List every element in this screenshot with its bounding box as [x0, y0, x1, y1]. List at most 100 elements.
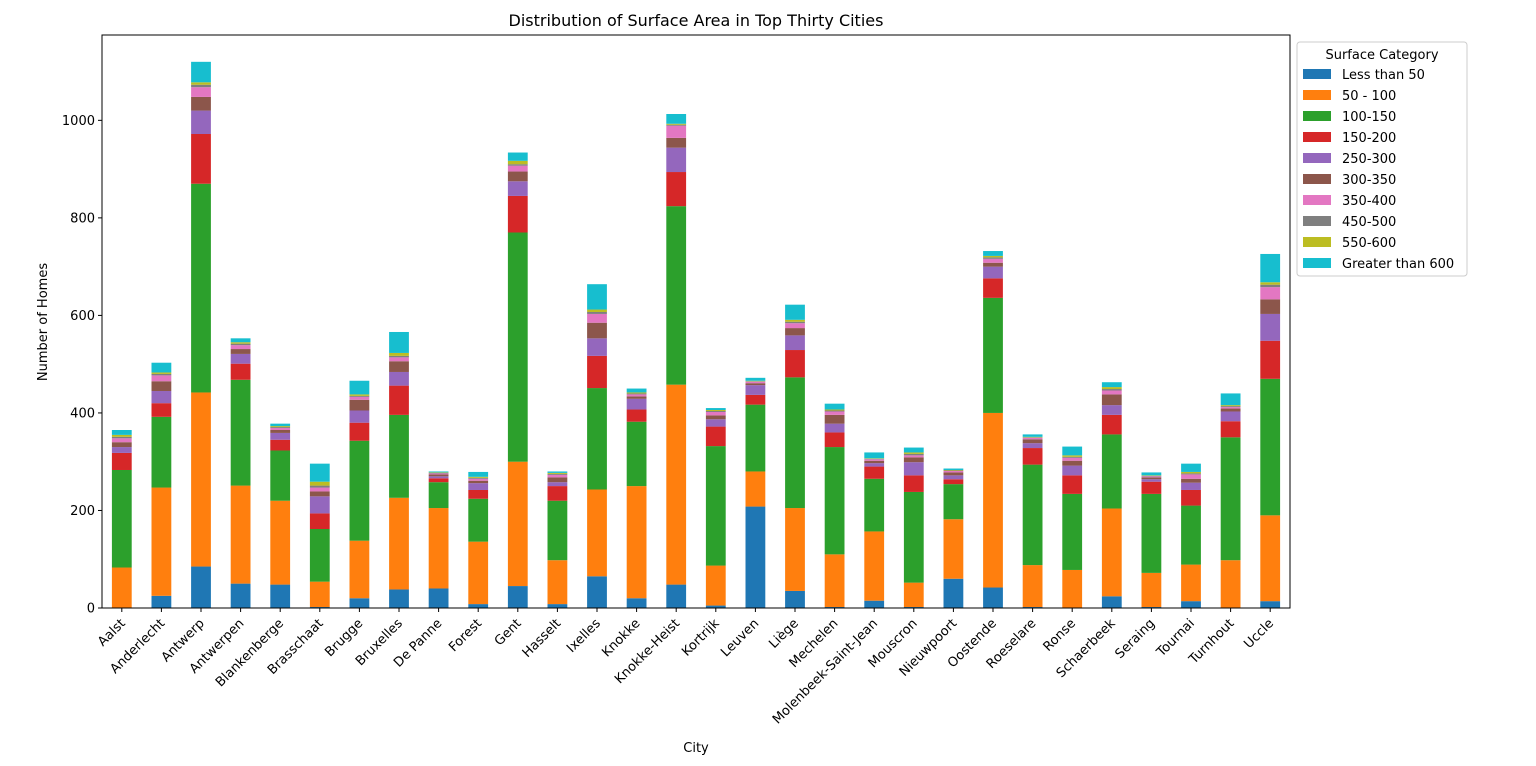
- bar-segment-li-ge-550-600: [785, 320, 805, 322]
- bar-segment-antwerpen-450-500: [231, 344, 251, 345]
- bar-segment-uccle-50-100: [1260, 515, 1280, 601]
- y-tick-label: 800: [70, 211, 95, 226]
- bar-stack-turnhout: [1221, 393, 1241, 608]
- bar-segment-mechelen-300-350: [825, 415, 845, 424]
- bar-segment-molenbeek-saint-jean-350-400: [864, 459, 884, 460]
- bar-stack-forest: [468, 472, 488, 608]
- bar-segment-tournai-250-300: [1181, 483, 1201, 490]
- bar-segment-turnhout-450-500: [1221, 406, 1241, 407]
- bar-segment-antwerpen-150-200: [231, 364, 251, 380]
- bar-segment-antwerpen-100-150: [231, 380, 251, 486]
- bar-segment-gent-350-400: [508, 166, 528, 172]
- bar-segment-li-ge-greater-than-600: [785, 305, 805, 320]
- bar-segment-schaerbeek-450-500: [1102, 389, 1122, 390]
- y-tick-label: 0: [87, 602, 95, 617]
- bar-segment-roeselare-greater-than-600: [1023, 434, 1043, 436]
- bar-segment-uccle-150-200: [1260, 341, 1280, 379]
- bar-segment-knokke-heist-50-100: [666, 385, 686, 585]
- bar-segment-antwerp-550-600: [191, 82, 211, 84]
- bar-segment-mechelen-550-600: [825, 410, 845, 411]
- bar-segment-brugge-450-500: [350, 396, 370, 397]
- bar-segment-ixelles-150-200: [587, 356, 607, 388]
- bar-segment-turnhout-greater-than-600: [1221, 393, 1241, 405]
- bar-stack-anderlecht: [152, 363, 172, 608]
- bar-segment-schaerbeek-550-600: [1102, 387, 1122, 389]
- bar-segment-seraing-100-150: [1142, 494, 1162, 573]
- bar-segment-uccle-greater-than-600: [1260, 254, 1280, 282]
- bar-stack-hasselt: [548, 471, 568, 608]
- bar-stack-mechelen: [825, 404, 845, 608]
- bar-segment-ixelles-450-500: [587, 312, 607, 314]
- bar-segment-molenbeek-saint-jean-100-150: [864, 479, 884, 532]
- bar-segment-schaerbeek-less-than-50: [1102, 596, 1122, 608]
- bar-segment-ronse-450-500: [1062, 457, 1082, 458]
- bar-segment-li-ge-150-200: [785, 350, 805, 377]
- bar-segment-turnhout-350-400: [1221, 407, 1241, 408]
- legend-label-50-100: 50 - 100: [1342, 89, 1396, 104]
- bar-segment-brugge-less-than-50: [350, 598, 370, 608]
- y-axis-label: Number of Homes: [36, 263, 51, 381]
- bar-segment-oostende-550-600: [983, 256, 1003, 257]
- bar-stack-ronse: [1062, 447, 1082, 608]
- x-tick-label: Leuven: [718, 616, 762, 660]
- bar-segment-knokke-less-than-50: [627, 598, 647, 608]
- bar-segment-aalst-550-600: [112, 435, 132, 437]
- bar-segment-blankenberge-100-150: [270, 450, 290, 500]
- bar-segment-forest-150-200: [468, 490, 488, 499]
- bar-segment-kortrijk-greater-than-600: [706, 408, 726, 410]
- bar-segment-aalst-greater-than-600: [112, 430, 132, 435]
- bar-segment-hasselt-less-than-50: [548, 604, 568, 608]
- bar-segment-mouscron-300-350: [904, 457, 924, 462]
- bar-segment-roeselare-350-400: [1023, 438, 1043, 439]
- bar-segment-tournai-50-100: [1181, 565, 1201, 602]
- x-tick-label: Blankenberge: [213, 616, 287, 690]
- bar-stack-brasschaat: [310, 464, 330, 608]
- bar-segment-aalst-450-500: [112, 437, 132, 438]
- legend-swatch-550-600: [1303, 237, 1331, 247]
- bar-segment-kortrijk-250-300: [706, 419, 726, 426]
- bar-segment-de-panne-150-200: [429, 478, 449, 482]
- legend-swatch-150-200: [1303, 132, 1331, 142]
- bar-segment-hasselt-550-600: [548, 473, 568, 474]
- bar-segment-seraing-50-100: [1142, 573, 1162, 607]
- bar-segment-nieuwpoort-less-than-50: [944, 579, 964, 608]
- bar-segment-bruxelles-100-150: [389, 415, 409, 498]
- bar-segment-leuven-300-350: [746, 383, 766, 385]
- bar-segment-mouscron-550-600: [904, 452, 924, 453]
- bar-segment-leuven-250-300: [746, 385, 766, 395]
- bar-segment-molenbeek-saint-jean-less-than-50: [864, 601, 884, 608]
- bar-segment-nieuwpoort-250-300: [944, 475, 964, 479]
- bar-segment-bruxelles-550-600: [389, 353, 409, 356]
- bar-segment-leuven-350-400: [746, 382, 766, 383]
- bar-segment-leuven-50-100: [746, 471, 766, 506]
- bar-segment-oostende-300-350: [983, 263, 1003, 267]
- bar-segment-hasselt-150-200: [548, 486, 568, 501]
- bar-segment-mouscron-450-500: [904, 454, 924, 455]
- legend-swatch-450-500: [1303, 216, 1331, 226]
- bar-segment-gent-550-600: [508, 161, 528, 164]
- bar-segment-gent-250-300: [508, 181, 528, 196]
- bar-segment-mouscron-100-150: [904, 492, 924, 583]
- x-tick-label: Kortrijk: [679, 616, 723, 660]
- bar-stack-gent: [508, 153, 528, 608]
- bar-segment-blankenberge-550-600: [270, 426, 290, 427]
- bar-segment-schaerbeek-greater-than-600: [1102, 382, 1122, 387]
- bar-segment-brugge-250-300: [350, 411, 370, 423]
- bar-segment-anderlecht-greater-than-600: [152, 363, 172, 373]
- bar-segment-leuven-100-150: [746, 405, 766, 472]
- bar-segment-ixelles-350-400: [587, 314, 607, 323]
- legend-label-greater-than-600: Greater than 600: [1342, 257, 1454, 272]
- bar-segment-li-ge-350-400: [785, 323, 805, 328]
- bar-segment-li-ge-100-150: [785, 377, 805, 508]
- bar-segment-tournai-550-600: [1181, 472, 1201, 473]
- bar-segment-antwerp-less-than-50: [191, 567, 211, 608]
- bar-segment-mechelen-450-500: [825, 411, 845, 412]
- bar-segment-schaerbeek-150-200: [1102, 415, 1122, 435]
- bar-segment-knokke-greater-than-600: [627, 389, 647, 393]
- bar-segment-kortrijk-300-350: [706, 415, 726, 419]
- bar-segment-forest-550-600: [468, 477, 488, 478]
- bar-segment-anderlecht-50-100: [152, 488, 172, 596]
- bars-layer: [112, 62, 1280, 608]
- x-tick-label: Hasselt: [520, 616, 565, 661]
